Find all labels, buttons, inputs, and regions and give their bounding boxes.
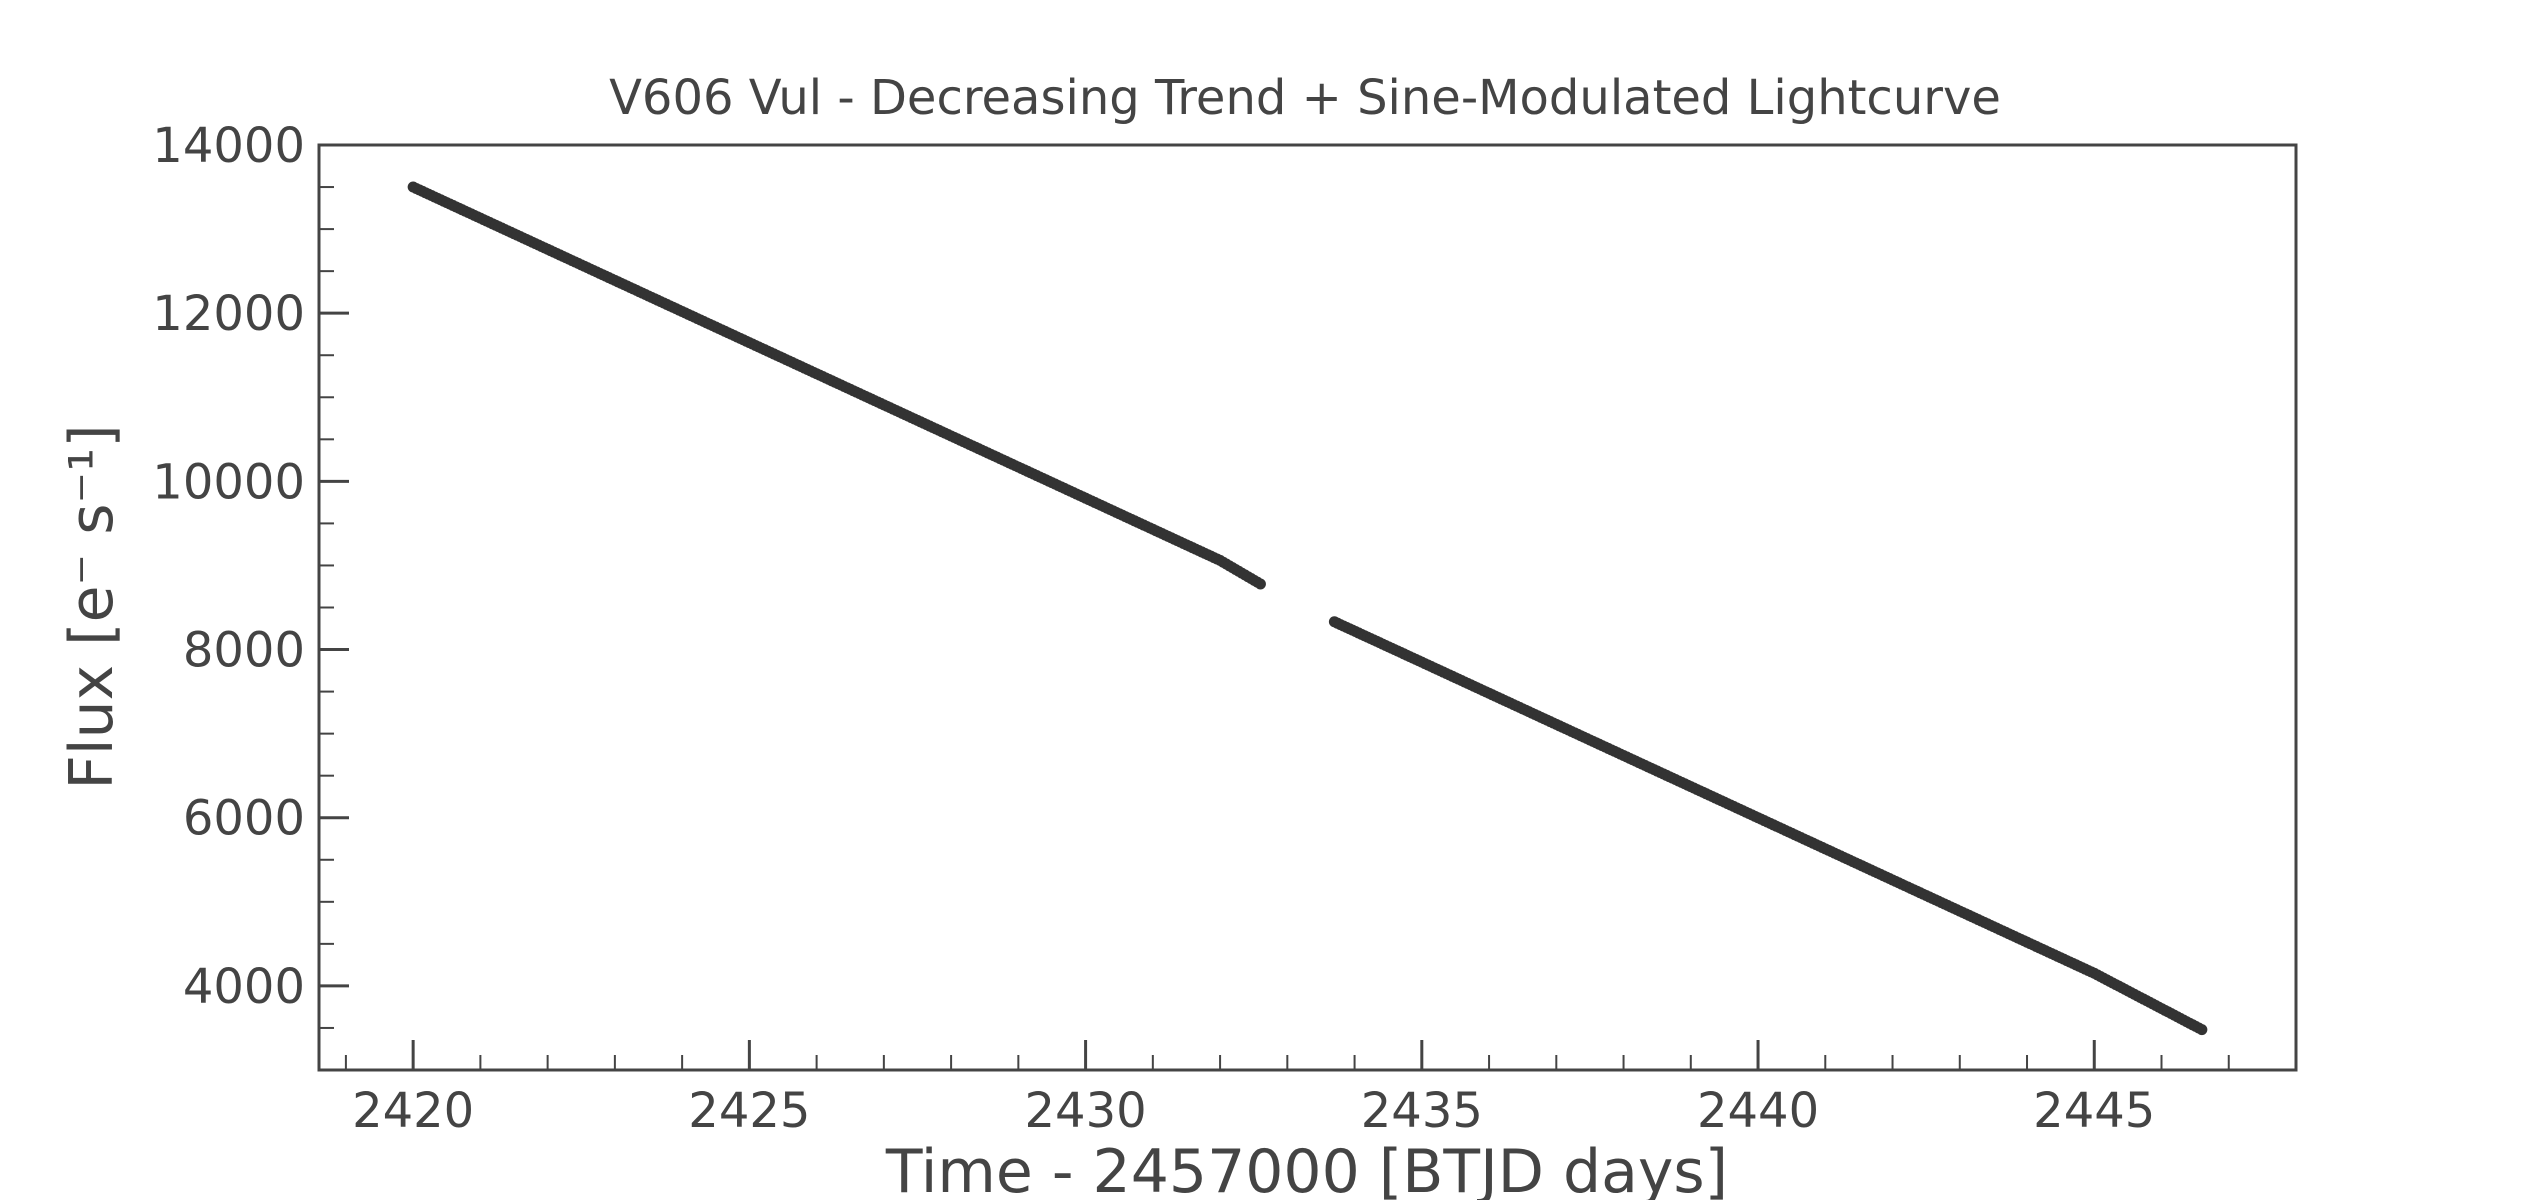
x-tick-label: 2435 (1361, 1083, 1483, 1139)
x-tick-label: 2440 (1697, 1083, 1819, 1139)
x-tick-label: 2425 (688, 1083, 810, 1139)
data-points (407, 181, 2208, 1036)
y-tick-label: 8000 (183, 623, 305, 679)
y-axis-ticks: 4000 6000 8000 10000 12000 14000 (152, 118, 349, 1071)
x-axis-ticks: 2420 2425 2430 2435 2440 2445 (344, 1040, 2297, 1139)
y-tick-label: 12000 (152, 286, 305, 342)
y-tick-label: 6000 (183, 791, 305, 847)
y-tick-label: 14000 (152, 118, 305, 174)
x-tick-label: 2420 (352, 1083, 474, 1139)
chart-title: V606 Vul - Decreasing Trend + Sine-Modul… (609, 70, 2001, 126)
data-point (1254, 578, 1266, 590)
data-point (2196, 1024, 2208, 1036)
plot-frame (317, 143, 2298, 1072)
x-tick-label: 2445 (2033, 1083, 2155, 1139)
x-axis-label: Time - 2457000 [BTJD days] (885, 1137, 1728, 1200)
y-tick-label: 10000 (152, 454, 305, 510)
y-tick-label: 4000 (183, 959, 305, 1015)
x-tick-label: 2430 (1025, 1083, 1147, 1139)
y-axis-label: Flux [e⁻ s⁻¹] (57, 424, 127, 789)
